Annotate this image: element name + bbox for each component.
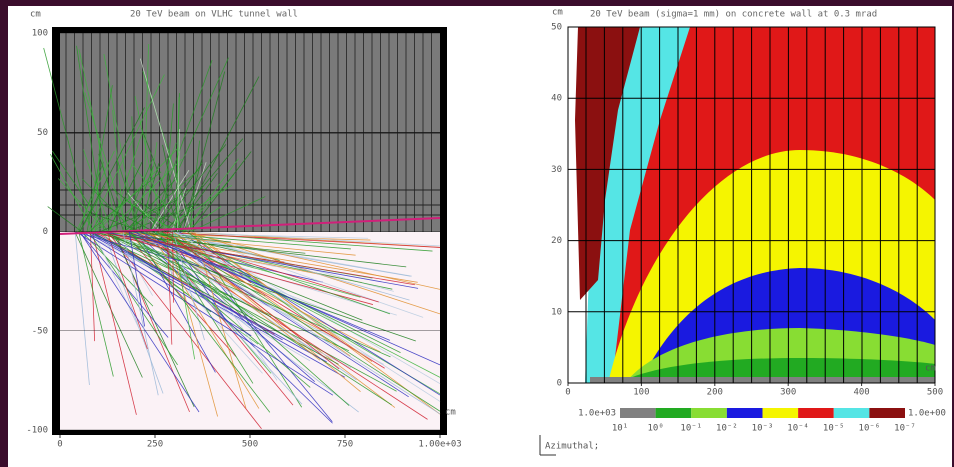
y-tick-label: 0 [43, 227, 48, 237]
figure: 10¹ 10⁰ 10⁻¹ 10⁻² 10⁻³ 10⁻⁴ 10⁻⁵ 10⁻⁶ 10⁻⁷ 1.0e+0… [0, 0, 954, 467]
colorbar-label: 10⁻³ [752, 424, 774, 434]
y-tick-label: -50 [32, 326, 48, 336]
colorbar-label: 10¹ [612, 424, 628, 434]
colorbar-cell [834, 408, 870, 418]
x-tick-label: 0 [57, 440, 62, 450]
region-gray [590, 377, 935, 383]
colorbar-cell [869, 408, 905, 418]
x-tick-label: 100 [633, 388, 649, 398]
y-axis-label: cm [552, 8, 563, 18]
x-axis-label: cm [445, 408, 456, 418]
x-tick-label: 200 [707, 388, 723, 398]
x-tick-label: 250 [147, 440, 163, 450]
y-tick-label: 10 [551, 307, 562, 317]
colorbar-label: 10⁻⁶ [859, 424, 881, 434]
colorbar-label: 10⁻¹ [680, 424, 702, 434]
chart-title: 20 TeV beam on VLHC tunnel wall [130, 10, 298, 20]
heatmap-plot [568, 27, 935, 383]
colorbar-label: 10⁰ [647, 424, 663, 434]
y-tick-label: 20 [551, 236, 562, 246]
y-tick-label: 50 [37, 128, 48, 138]
colorbar-cell [727, 408, 763, 418]
colorbar-cell [656, 408, 692, 418]
x-tick-label: 750 [337, 440, 353, 450]
x-tick-label: 500 [927, 388, 943, 398]
colorbar-label: 10⁻² [716, 424, 738, 434]
tracks-plot [44, 27, 447, 435]
colorbar-label: 10⁻⁵ [823, 424, 845, 434]
x-tick-label: 400 [853, 388, 869, 398]
y-tick-label: 0 [557, 379, 562, 389]
colorbar-cell [763, 408, 799, 418]
chart-title: 20 TeV beam (sigma=1 mm) on concrete wal… [590, 10, 877, 20]
y-tick-label: 40 [551, 94, 562, 104]
colorbar-cell [620, 408, 656, 418]
y-tick-label: 50 [551, 23, 562, 33]
colorbar-min: 1.0e+03 [578, 409, 616, 419]
footer-label: Azimuthal; [545, 442, 599, 452]
x-tick-label: 300 [780, 388, 796, 398]
y-tick-label: 30 [551, 165, 562, 175]
colorbar-max: 1.0e+00 [908, 409, 946, 419]
colorbar-cell [691, 408, 727, 418]
colorbar-label: 10⁻⁴ [787, 424, 809, 434]
x-tick-label: 0 [565, 388, 570, 398]
y-axis-label: cm [30, 10, 41, 20]
x-axis-label: cm [925, 364, 936, 374]
x-tick-label: 500 [242, 440, 258, 450]
colorbar-cell [798, 408, 834, 418]
y-tick-label: -100 [26, 426, 48, 436]
colorbar-label: 10⁻⁷ [894, 424, 916, 434]
page: {"chart_data": [ {"type": "tracks", "tit… [0, 0, 954, 467]
y-tick-label: 100 [32, 29, 48, 39]
x-tick-label: 1.00e+03 [418, 440, 461, 450]
